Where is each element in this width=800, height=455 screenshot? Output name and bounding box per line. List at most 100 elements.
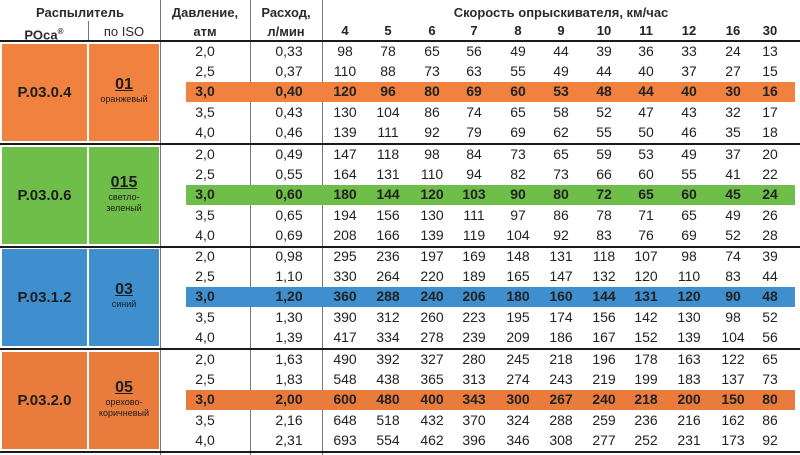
rate-cell: 17 bbox=[762, 103, 778, 120]
rate-cell: 264 bbox=[376, 268, 400, 285]
rate-cell: 206 bbox=[462, 288, 486, 305]
rate-cell: 231 bbox=[677, 431, 701, 448]
iso-color-name: коричневый bbox=[98, 407, 150, 418]
flow-cell: 0,46 bbox=[275, 123, 303, 140]
rate-cell: 274 bbox=[506, 371, 530, 388]
flow-cell: 0,65 bbox=[275, 206, 303, 223]
flow-cell: 0,33 bbox=[275, 43, 303, 59]
pressure-cell: 3,0 bbox=[195, 391, 215, 408]
rate-cell: 236 bbox=[634, 411, 658, 428]
rate-cell: 432 bbox=[420, 411, 444, 428]
header-flow-unit: л/мин bbox=[267, 24, 305, 39]
iso-color-tile bbox=[89, 44, 159, 141]
rate-cell: 104 bbox=[721, 328, 745, 345]
rate-cell: 52 bbox=[596, 103, 612, 120]
flow-cell: 1,39 bbox=[275, 328, 303, 345]
pressure-cell: 3,5 bbox=[195, 411, 215, 428]
rate-cell: 218 bbox=[634, 391, 658, 408]
rate-cell: 79 bbox=[466, 123, 482, 140]
speed-header-16: 16 bbox=[725, 23, 741, 38]
rate-cell: 48 bbox=[596, 83, 612, 100]
header-pressure-unit: атм bbox=[193, 24, 217, 39]
rate-cell: 174 bbox=[549, 308, 573, 325]
rate-cell: 37 bbox=[725, 146, 741, 162]
rate-cell: 37 bbox=[681, 63, 697, 80]
rate-cell: 648 bbox=[333, 411, 357, 428]
table-row: 4,0 2,31 693 554 462 396 346 308 277 252 231 173 92 bbox=[0, 431, 800, 450]
rate-cell: 300 bbox=[506, 391, 530, 408]
rate-cell: 343 bbox=[462, 391, 486, 408]
rate-cell: 490 bbox=[333, 351, 357, 367]
rate-cell: 208 bbox=[333, 226, 357, 243]
rate-cell: 518 bbox=[376, 411, 400, 428]
divider bbox=[322, 0, 323, 455]
rate-cell: 53 bbox=[553, 83, 569, 100]
rate-cell: 62 bbox=[553, 123, 569, 140]
rate-cell: 417 bbox=[333, 328, 357, 345]
rate-cell: 27 bbox=[725, 63, 741, 80]
pressure-cell: 2,0 bbox=[195, 248, 215, 264]
rate-cell: 66 bbox=[596, 166, 612, 183]
rate-cell: 24 bbox=[762, 186, 778, 203]
table-row: 3,5 0,43 130 104 86 74 65 58 52 47 43 32 17 bbox=[0, 103, 800, 122]
rate-cell: 169 bbox=[462, 248, 486, 264]
header-sprayer: Распылитель bbox=[35, 5, 124, 20]
flow-cell: 1,63 bbox=[275, 351, 303, 367]
group-rule bbox=[0, 451, 800, 453]
rate-cell: 71 bbox=[638, 206, 654, 223]
rate-cell: 327 bbox=[420, 351, 444, 367]
rate-cell: 163 bbox=[677, 351, 701, 367]
speed-header-4: 4 bbox=[341, 23, 349, 38]
rate-cell: 92 bbox=[553, 226, 569, 243]
rate-cell: 131 bbox=[376, 166, 400, 183]
flow-cell: 0,60 bbox=[275, 186, 303, 203]
rate-cell: 334 bbox=[376, 328, 400, 345]
pressure-cell: 3,5 bbox=[195, 206, 215, 223]
rate-cell: 82 bbox=[510, 166, 526, 183]
rate-cell: 73 bbox=[762, 371, 778, 388]
divider bbox=[250, 0, 251, 455]
rate-cell: 218 bbox=[549, 351, 573, 367]
rate-cell: 162 bbox=[721, 411, 745, 428]
rate-cell: 86 bbox=[553, 206, 569, 223]
rate-cell: 150 bbox=[721, 391, 745, 408]
rate-cell: 180 bbox=[333, 186, 357, 203]
rate-cell: 122 bbox=[721, 351, 745, 367]
table-row: 2,0 0,98 295 236 197 169 148 131 118 107 98 74 39 bbox=[0, 247, 800, 266]
rate-cell: 280 bbox=[462, 351, 486, 367]
rate-cell: 30 bbox=[725, 83, 741, 100]
rate-cell: 548 bbox=[333, 371, 357, 388]
rate-cell: 60 bbox=[510, 83, 526, 100]
group-rule bbox=[0, 143, 800, 145]
header-pressure: Давление, bbox=[171, 5, 239, 20]
group-rule bbox=[0, 246, 800, 248]
rate-cell: 396 bbox=[462, 431, 486, 448]
rate-cell: 148 bbox=[506, 248, 530, 264]
rate-cell: 197 bbox=[420, 248, 444, 264]
rate-cell: 49 bbox=[553, 63, 569, 80]
table-row: 2,5 1,83 548 438 365 313 274 243 219 199 183 137 73 bbox=[0, 370, 800, 389]
table-row: 2,0 0,33 98 78 65 56 49 44 39 36 33 24 13 bbox=[0, 42, 800, 61]
flow-cell: 1,30 bbox=[275, 308, 303, 325]
iso-label: 015 светло-зеленый bbox=[89, 174, 159, 214]
rate-cell: 166 bbox=[376, 226, 400, 243]
flow-cell: 0,69 bbox=[275, 226, 303, 243]
table-row: 2,0 1,63 490 392 327 280 245 218 196 178 163 122 65 bbox=[0, 350, 800, 369]
rate-cell: 259 bbox=[592, 411, 616, 428]
rate-cell: 139 bbox=[677, 328, 701, 345]
table-row: 3,0 2,00 600 480 400 343 300 267 240 218 200 150 80 bbox=[0, 390, 800, 409]
pressure-cell: 2,5 bbox=[195, 371, 215, 388]
rate-cell: 65 bbox=[424, 43, 440, 59]
rate-cell: 98 bbox=[424, 146, 440, 162]
rate-cell: 144 bbox=[592, 288, 616, 305]
pressure-cell: 4,0 bbox=[195, 123, 215, 140]
rate-cell: 131 bbox=[549, 248, 573, 264]
flow-cell: 0,37 bbox=[275, 63, 303, 80]
rate-cell: 196 bbox=[592, 351, 616, 367]
rate-cell: 156 bbox=[592, 308, 616, 325]
rate-cell: 313 bbox=[462, 371, 486, 388]
rate-cell: 96 bbox=[380, 83, 396, 100]
divider bbox=[160, 0, 161, 455]
rate-cell: 554 bbox=[376, 431, 400, 448]
speed-header-7: 7 bbox=[470, 23, 478, 38]
